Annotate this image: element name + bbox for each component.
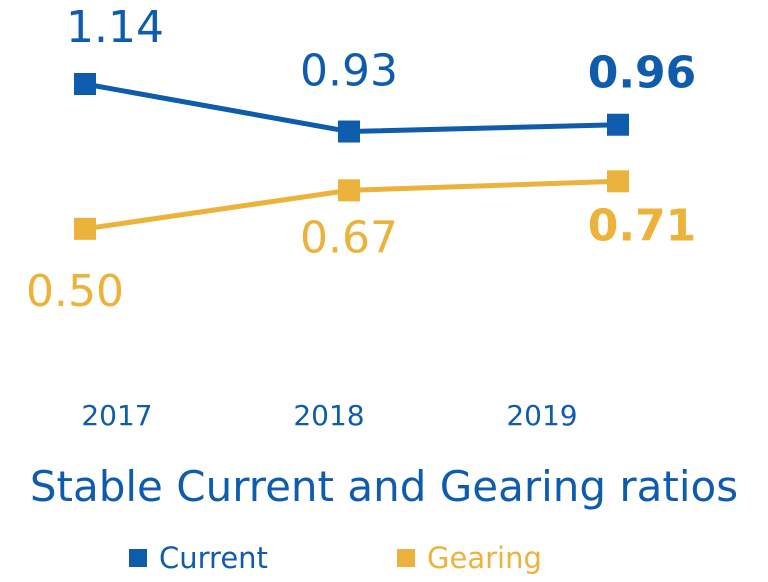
legend-label-current: Current <box>159 541 268 575</box>
data-label-gearing-2017: 0.50 <box>26 266 124 317</box>
x-tick-label-2019: 2019 <box>506 399 577 432</box>
data-label-current-2019: 0.96 <box>588 48 697 99</box>
x-tick-label-2018: 2018 <box>293 399 364 432</box>
data-label-gearing-2019: 0.71 <box>588 200 697 251</box>
legend-item-gearing: Gearing <box>397 540 542 576</box>
legend-label-gearing: Gearing <box>427 541 542 575</box>
legend-swatch-current <box>129 549 147 567</box>
data-label-gearing-2018: 0.67 <box>300 212 398 263</box>
marker-gearing-2018 <box>338 179 360 202</box>
legend-item-current: Current <box>129 540 268 576</box>
marker-current-2017 <box>74 73 96 95</box>
x-tick-label-2017: 2017 <box>81 399 152 432</box>
marker-gearing-2019 <box>607 170 629 193</box>
marker-current-2019 <box>607 113 629 136</box>
chart-title: Stable Current and Gearing ratios <box>29 462 739 511</box>
data-label-current-2018: 0.93 <box>300 46 398 97</box>
data-label-current-2017: 1.14 <box>66 2 164 53</box>
legend-swatch-gearing <box>397 549 415 567</box>
marker-gearing-2017 <box>74 217 96 240</box>
chart-area: 1.14 0.93 0.96 0.50 0.67 0.71 2017 2018 2019 <box>26 2 697 432</box>
marker-current-2018 <box>338 120 360 143</box>
